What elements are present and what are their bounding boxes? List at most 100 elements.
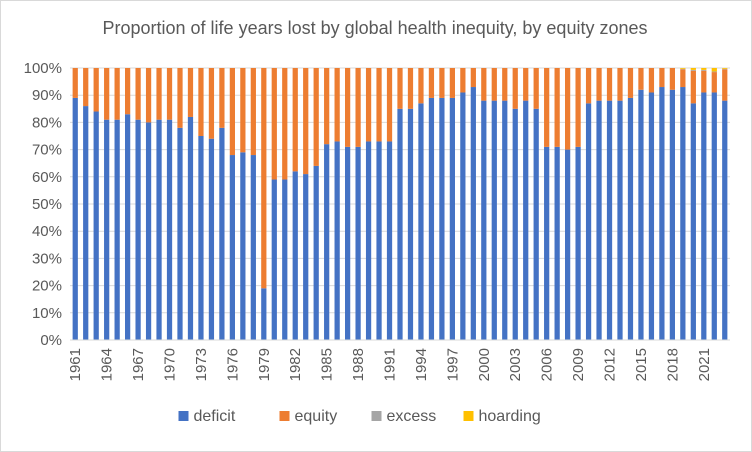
bar-segment-deficit xyxy=(512,108,518,340)
y-tick-label: 50% xyxy=(32,196,62,213)
bar-segment-equity xyxy=(145,68,152,123)
bar-segment-deficit xyxy=(638,89,644,340)
bar-segment-equity xyxy=(219,68,225,128)
bar-segment-deficit xyxy=(145,122,152,341)
bar-segment-equity xyxy=(711,72,717,93)
y-tick-label: 40% xyxy=(32,223,62,240)
bar-segment-deficit xyxy=(208,138,215,340)
legend-label-hoarding: hoarding xyxy=(479,408,541,425)
y-tick-label: 20% xyxy=(32,278,62,295)
bar-segment-equity xyxy=(93,68,99,112)
bar-segment-deficit xyxy=(365,141,372,340)
bar-segment-deficit xyxy=(554,146,560,340)
bar-segment-deficit xyxy=(240,152,246,340)
bar-segment-deficit xyxy=(648,92,655,340)
bar-segment-equity xyxy=(439,68,445,98)
y-tick-label: 80% xyxy=(32,114,62,131)
x-tick-label: 2006 xyxy=(539,348,556,381)
x-tick-label: 2009 xyxy=(570,348,587,381)
bar-segment-hoarding xyxy=(680,68,686,69)
legend: deficit equity excess hoarding xyxy=(178,408,541,425)
bar-segment-equity xyxy=(177,68,183,128)
x-tick-label: 1991 xyxy=(382,348,399,381)
bar-segment-deficit xyxy=(533,108,539,340)
bar-segment-equity xyxy=(449,68,455,98)
x-tick-label: 1967 xyxy=(130,348,147,381)
x-tick-label: 2021 xyxy=(696,348,713,381)
y-tick-label: 10% xyxy=(32,305,62,322)
y-axis: 0% 10% 20% 30% 40% 50% 60% 70% 80% 90% 100% xyxy=(24,60,62,349)
bar-segment-equity xyxy=(722,69,728,101)
y-tick-label: 70% xyxy=(32,142,62,159)
x-tick-label: 1988 xyxy=(350,348,367,381)
bar-segment-deficit xyxy=(491,100,497,340)
bar-segment-deficit xyxy=(711,92,717,340)
bar-segment-excess xyxy=(701,69,707,71)
bar-segment-equity xyxy=(72,68,78,98)
bar-segment-deficit xyxy=(72,97,78,340)
bar-segment-deficit xyxy=(544,146,550,340)
bar-segment-equity xyxy=(156,68,162,120)
x-tick-label: 1976 xyxy=(224,348,241,381)
chart-title: Proportion of life years lost by global … xyxy=(102,18,648,38)
bar-segment-equity xyxy=(376,68,382,142)
bar-segment-equity xyxy=(324,68,330,145)
x-tick-label: 2003 xyxy=(507,348,524,381)
bar-segment-equity xyxy=(271,68,277,180)
bar-segment-equity xyxy=(135,68,141,120)
bar-segment-equity xyxy=(544,68,550,147)
bar-segment-equity xyxy=(502,68,508,101)
bars xyxy=(72,68,728,341)
x-tick-label: 2015 xyxy=(633,348,650,381)
y-tick-label: 100% xyxy=(24,60,62,77)
bar-segment-equity xyxy=(407,68,414,109)
bar-segment-deficit xyxy=(292,171,298,340)
bar-segment-equity xyxy=(355,68,361,147)
bar-segment-deficit xyxy=(261,288,267,340)
bar-segment-deficit xyxy=(565,149,571,340)
bar-segment-equity xyxy=(386,68,393,142)
bar-segment-equity xyxy=(606,68,613,101)
bar-segment-deficit xyxy=(187,116,194,341)
bar-segment-equity xyxy=(114,68,120,120)
bar-segment-deficit xyxy=(135,119,141,341)
bar-segment-equity xyxy=(575,68,581,147)
bar-segment-deficit xyxy=(418,103,424,340)
bar-segment-equity xyxy=(229,68,235,156)
bar-segment-deficit xyxy=(355,146,361,340)
bar-segment-equity xyxy=(104,68,110,120)
bar-segment-equity xyxy=(512,68,518,109)
bar-segment-deficit xyxy=(659,87,665,340)
bar-segment-equity xyxy=(397,68,403,109)
bar-segment-deficit xyxy=(198,136,204,340)
x-tick-label: 1985 xyxy=(319,348,336,381)
y-tick-label: 60% xyxy=(32,169,62,186)
bar-segment-hoarding xyxy=(701,68,707,70)
bar-segment-deficit xyxy=(722,100,728,340)
y-tick-label: 30% xyxy=(32,250,62,267)
bar-segment-deficit xyxy=(596,100,602,340)
bar-segment-deficit xyxy=(701,92,707,340)
x-tick-label: 1964 xyxy=(99,348,116,381)
bar-segment-deficit xyxy=(575,146,581,340)
legend-label-equity: equity xyxy=(295,408,338,425)
bar-segment-equity xyxy=(303,68,309,175)
bar-segment-equity xyxy=(198,68,204,136)
bar-segment-equity xyxy=(166,68,173,120)
x-tick-label: 1997 xyxy=(444,348,461,381)
bar-segment-equity xyxy=(481,68,487,101)
bar-segment-deficit xyxy=(669,89,675,340)
bar-segment-equity xyxy=(470,68,476,88)
bar-segment-equity xyxy=(313,68,319,166)
bar-segment-equity xyxy=(680,69,686,88)
bar-segment-deficit xyxy=(617,100,623,340)
bar-segment-equity xyxy=(83,68,89,107)
bar-segment-deficit xyxy=(166,119,173,341)
bar-segment-equity xyxy=(365,68,372,142)
bar-segment-equity xyxy=(240,68,246,153)
bar-segment-equity xyxy=(345,68,351,147)
bar-segment-equity xyxy=(208,68,215,139)
x-tick-label: 1970 xyxy=(162,348,179,381)
x-tick-label: 1979 xyxy=(256,348,273,381)
